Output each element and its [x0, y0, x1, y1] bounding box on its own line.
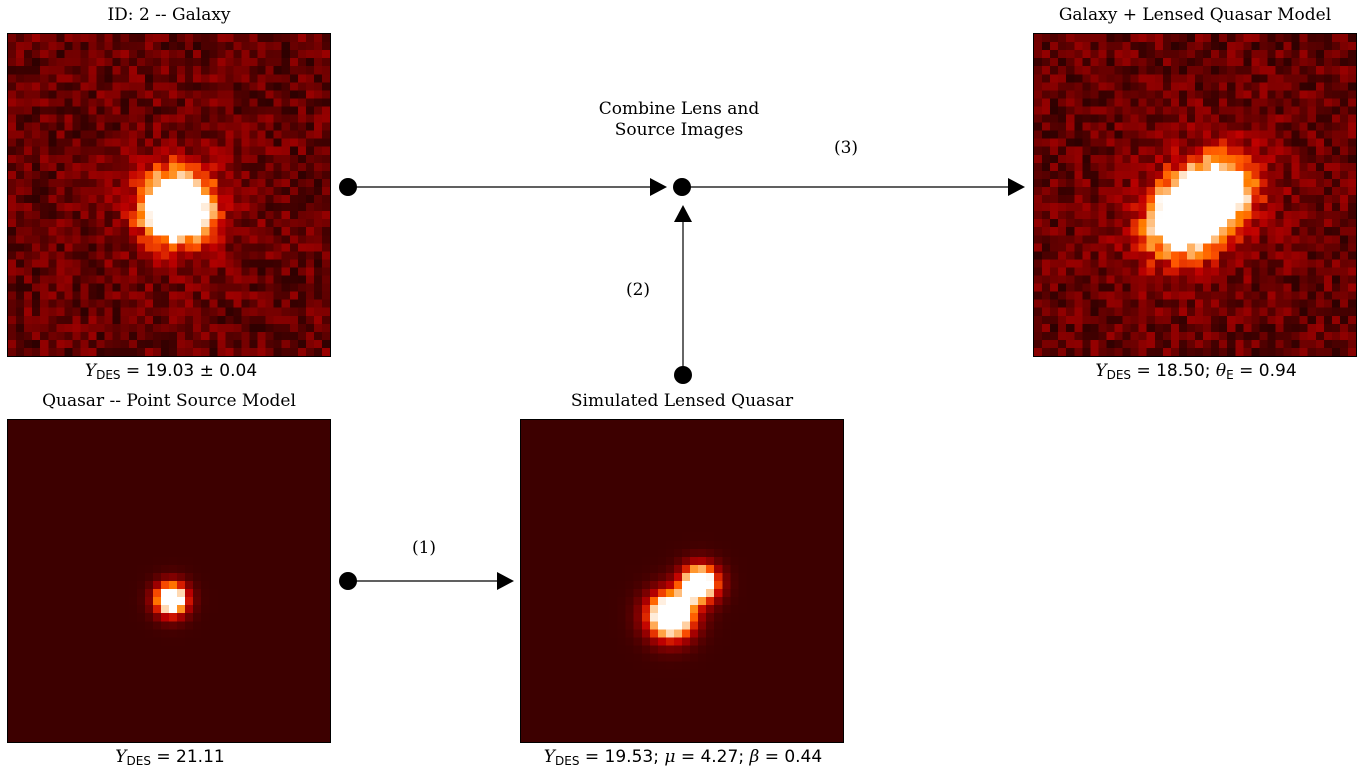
quasar-caption: YDES = 21.11 — [115, 747, 224, 768]
caption-beta: β — [749, 747, 760, 767]
caption-magnification: = 4.27; — [675, 747, 750, 767]
caption-value: = 19.03 ± 0.04 — [120, 361, 258, 381]
caption-subscript: DES — [96, 368, 121, 382]
arrow-lensed-to-combine — [674, 205, 692, 384]
arrow-quasar-to-lensed — [339, 572, 514, 590]
caption-value: = 21.11 — [150, 747, 225, 767]
caption-variable: Y — [543, 747, 556, 767]
combine-label-line2: Source Images — [614, 120, 744, 140]
quasar-image-panel — [7, 419, 331, 743]
step-label-3: (3) — [833, 138, 859, 158]
caption-subscript: DES — [126, 754, 151, 768]
galaxy-panel-title: ID: 2 -- Galaxy — [107, 5, 231, 25]
caption-subscript: DES — [1106, 368, 1132, 382]
simulated-lensed-quasar-image — [521, 420, 843, 742]
caption-magnitude: = 19.53; — [579, 747, 665, 767]
caption-variable: Y — [84, 361, 97, 381]
caption-subscript: DES — [555, 754, 580, 768]
lensed-caption: YDES = 19.53; μ = 4.27; β = 0.44 — [544, 747, 822, 768]
galaxy-image — [8, 34, 330, 356]
galaxy-caption: YDES = 19.03 ± 0.04 — [85, 361, 257, 382]
quasar-panel-title: Quasar -- Point Source Model — [42, 391, 296, 411]
caption-magnitude: = 18.50; — [1131, 361, 1216, 381]
combine-label-line1: Combine Lens and — [598, 99, 760, 119]
caption-einstein-radius: = 0.94 — [1233, 361, 1297, 381]
quasar-point-source-image — [8, 420, 330, 742]
caption-mu: μ — [664, 747, 676, 767]
caption-theta: θ — [1215, 361, 1227, 381]
caption-theta-subscript: E — [1226, 368, 1234, 382]
step-label-1: (1) — [411, 538, 437, 558]
caption-variable: Y — [115, 747, 127, 767]
galaxy-image-panel — [7, 33, 331, 357]
lensed-image-panel — [520, 419, 844, 743]
step-label-2: (2) — [625, 280, 651, 300]
caption-offset: = 0.44 — [759, 747, 823, 767]
galaxy-lensed-quasar-model-image — [1034, 34, 1356, 356]
model-image-panel — [1033, 33, 1357, 357]
caption-variable: Y — [1095, 361, 1107, 381]
lensed-panel-title: Simulated Lensed Quasar — [570, 391, 794, 411]
model-caption: YDES = 18.50; θE = 0.94 — [1095, 361, 1296, 382]
combine-label: Combine Lens and Source Images — [599, 99, 760, 141]
arrow-combine-to-model — [673, 178, 1025, 196]
model-panel-title: Galaxy + Lensed Quasar Model — [1058, 5, 1332, 25]
arrow-galaxy-to-combine — [339, 178, 667, 196]
